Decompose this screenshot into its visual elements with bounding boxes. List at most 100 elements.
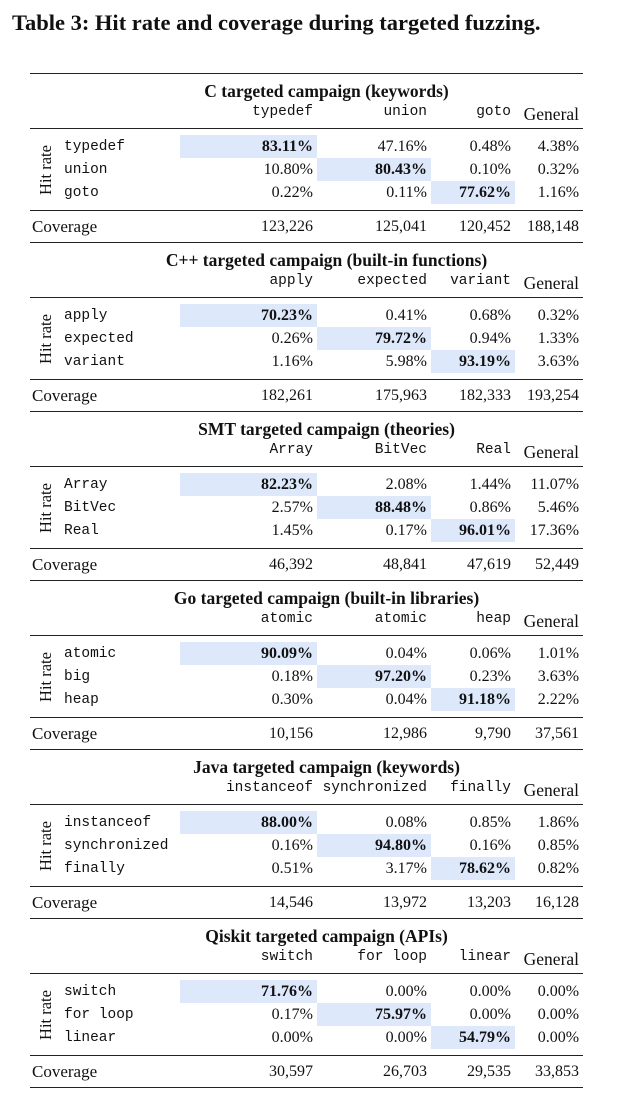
hit-rate-cell: 0.00% xyxy=(469,1005,511,1023)
campaign-title-row: C targeted campaign (keywords) xyxy=(30,73,584,103)
row-label: heap xyxy=(64,691,99,708)
coverage-cell: 182,261 xyxy=(180,379,317,412)
table-row: Hit rate typedef 83.11% 47.16% 0.48% 4.38% xyxy=(30,135,583,194)
hit-rate-cell: 2.22% xyxy=(537,690,580,708)
coverage-cell: 29,535 xyxy=(431,1055,515,1088)
column-header-general: General xyxy=(515,610,584,636)
hit-rate-cell: 1.01% xyxy=(537,644,580,662)
coverage-cell: 52,449 xyxy=(515,548,584,581)
table-row: Hit rate Array 82.23% 2.08% 1.44% 11.07% xyxy=(30,473,583,532)
coverage-row: Coverage 14,546 13,972 13,203 16,128 xyxy=(30,886,584,919)
table-row: for loop 0.17% 75.97% 0.00% 0.00% xyxy=(30,1003,583,1026)
row-label: Array xyxy=(64,476,108,493)
coverage-label: Coverage xyxy=(30,1055,180,1088)
coverage-cell: 46,392 xyxy=(180,548,317,581)
hit-rate-cell: 4.38% xyxy=(537,137,580,155)
table-row: Hit rate switch 71.76% 0.00% 0.00% 0.00% xyxy=(30,980,583,1039)
hit-rate-cell: 1.16% xyxy=(271,352,313,370)
coverage-cell: 14,546 xyxy=(180,886,317,919)
hit-rate-cell: 0.85% xyxy=(537,836,580,854)
coverage-cell: 26,703 xyxy=(317,1055,431,1088)
column-header: BitVec xyxy=(317,441,431,467)
row-label: linear xyxy=(64,1029,117,1046)
hit-rate-cell: 3.63% xyxy=(537,667,580,685)
column-header: expected xyxy=(317,272,431,298)
column-header: linear xyxy=(431,948,515,974)
hit-rate-cell: 1.86% xyxy=(537,813,580,831)
hit-rate-cell: 0.00% xyxy=(537,982,580,1000)
table-row: linear 0.00% 0.00% 54.79% 0.00% xyxy=(30,1026,583,1049)
hit-rate-cell: 2.57% xyxy=(271,498,313,516)
column-header: variant xyxy=(431,272,515,298)
coverage-label: Coverage xyxy=(30,717,180,750)
hit-rate-cell-highlight: 82.23% xyxy=(180,473,317,496)
coverage-cell: 193,254 xyxy=(515,379,584,412)
column-header: typedef xyxy=(180,103,317,129)
hit-rate-cell: 0.11% xyxy=(386,183,427,201)
hit-rate-cell: 11.07% xyxy=(530,475,580,493)
coverage-label: Coverage xyxy=(30,379,180,412)
coverage-cell: 30,597 xyxy=(180,1055,317,1088)
hit-rate-cell: 0.04% xyxy=(385,690,427,708)
table-row: Hit rate instanceof 88.00% 0.08% 0.85% 1.86% xyxy=(30,811,583,870)
hit-rate-cell: 0.17% xyxy=(385,521,427,539)
campaign-title: Qiskit targeted campaign (APIs) xyxy=(205,926,448,946)
hit-rate-label-text: Hit rate xyxy=(36,989,55,1040)
hit-rate-cell: 0.00% xyxy=(271,1028,313,1046)
campaign-title-row: Qiskit targeted campaign (APIs) xyxy=(30,919,583,949)
column-header: for loop xyxy=(317,948,431,974)
hit-rate-cell: 0.82% xyxy=(537,859,580,877)
row-label: Real xyxy=(64,522,99,539)
coverage-cell: 175,963 xyxy=(317,379,431,412)
row-label: synchronized xyxy=(64,837,169,854)
coverage-cell: 10,156 xyxy=(180,717,317,750)
hit-rate-cell: 0.00% xyxy=(385,982,427,1000)
hit-rate-cell: 0.32% xyxy=(537,160,580,178)
column-header-row: typedef union goto General xyxy=(30,103,584,129)
campaign-title: SMT targeted campaign (theories) xyxy=(198,419,455,439)
table-row: goto 0.22% 0.11% 77.62% 1.16% xyxy=(30,181,583,204)
campaign-title: C targeted campaign (keywords) xyxy=(30,73,584,103)
hit-rate-cell-highlight: 94.80% xyxy=(317,834,431,857)
column-header-general: General xyxy=(515,103,584,129)
hit-rate-label: Hit rate xyxy=(30,135,62,204)
hit-rate-cell: 0.00% xyxy=(385,1028,427,1046)
hit-rate-cell: 0.86% xyxy=(469,498,511,516)
campaign-title: Go targeted campaign (built-in libraries… xyxy=(173,588,480,608)
column-header: instanceof xyxy=(180,779,317,805)
row-label: BitVec xyxy=(64,499,117,516)
coverage-cell: 120,452 xyxy=(431,210,515,243)
row-label: instanceof xyxy=(64,814,152,831)
row-label: variant xyxy=(64,353,125,370)
column-header: atomic xyxy=(180,610,317,636)
hit-rate-cell: 5.98% xyxy=(385,352,427,370)
column-header: Array xyxy=(180,441,317,467)
table-row: heap 0.30% 0.04% 91.18% 2.22% xyxy=(30,688,583,711)
column-header-row: instanceof synchronized finally General xyxy=(30,779,584,805)
table-row: variant 1.16% 5.98% 93.19% 3.63% xyxy=(30,350,583,373)
coverage-cell: 33,853 xyxy=(515,1055,584,1088)
hit-rate-label: Hit rate xyxy=(30,980,62,1049)
campaign-title-row: SMT targeted campaign (theories) xyxy=(30,412,583,442)
hit-rate-cell-highlight: 70.23% xyxy=(180,304,317,327)
coverage-label: Coverage xyxy=(30,210,180,243)
row-label: big xyxy=(64,668,91,685)
hit-rate-cell-highlight: 75.97% xyxy=(317,1003,431,1026)
hit-rate-label: Hit rate xyxy=(30,642,62,711)
campaign-title: Java targeted campaign (keywords) xyxy=(193,757,460,777)
hit-rate-cell: 0.23% xyxy=(469,667,511,685)
hit-rate-cell-highlight: 91.18% xyxy=(431,688,515,711)
hit-rate-cell-highlight: 96.01% xyxy=(431,519,515,542)
column-header-general: General xyxy=(515,272,584,298)
hit-rate-cell: 0.00% xyxy=(537,1028,580,1046)
column-header: apply xyxy=(180,272,317,298)
coverage-row: Coverage 10,156 12,986 9,790 37,561 xyxy=(30,717,584,750)
column-header: switch xyxy=(180,948,317,974)
hit-rate-cell: 0.68% xyxy=(469,306,511,324)
hit-rate-cell-highlight: 78.62% xyxy=(431,857,515,880)
row-label: apply xyxy=(64,307,108,324)
hit-rate-cell: 17.36% xyxy=(529,521,580,539)
table-row: Hit rate apply 70.23% 0.41% 0.68% 0.32% xyxy=(30,304,583,363)
hit-rate-cell-highlight: 54.79% xyxy=(431,1026,515,1049)
table-row: expected 0.26% 79.72% 0.94% 1.33% xyxy=(30,327,583,350)
